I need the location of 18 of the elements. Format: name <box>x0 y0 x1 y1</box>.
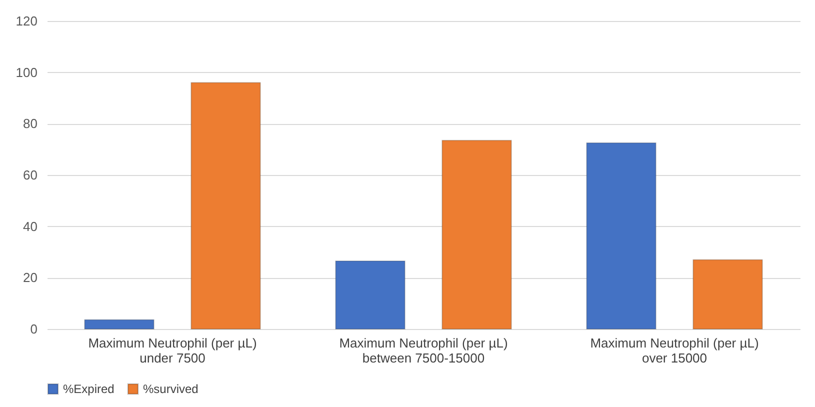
y-tick-label: 120 <box>16 14 38 28</box>
legend-label: %survived <box>143 382 198 396</box>
y-tick-label: 40 <box>23 218 38 234</box>
y-tick-label: 0 <box>30 322 38 336</box>
x-tick-label: Maximum Neutrophil (per µL) under 7500 <box>88 336 257 366</box>
y-tick-label: 20 <box>23 270 38 286</box>
bar <box>335 260 406 330</box>
bar <box>190 82 261 330</box>
x-tick-label: Maximum Neutrophil (per µL) over 15000 <box>590 336 759 366</box>
bar <box>84 319 154 330</box>
bar <box>692 259 763 330</box>
bar <box>586 142 656 330</box>
x-tick-label: Maximum Neutrophil (per µL) between 7500-15000 <box>339 336 508 366</box>
y-tick-label: 60 <box>23 168 38 182</box>
y-tick-label: 100 <box>16 64 38 80</box>
legend-label: %Expired <box>63 382 114 396</box>
bar <box>442 140 512 330</box>
y-tick-label: 80 <box>23 116 38 132</box>
